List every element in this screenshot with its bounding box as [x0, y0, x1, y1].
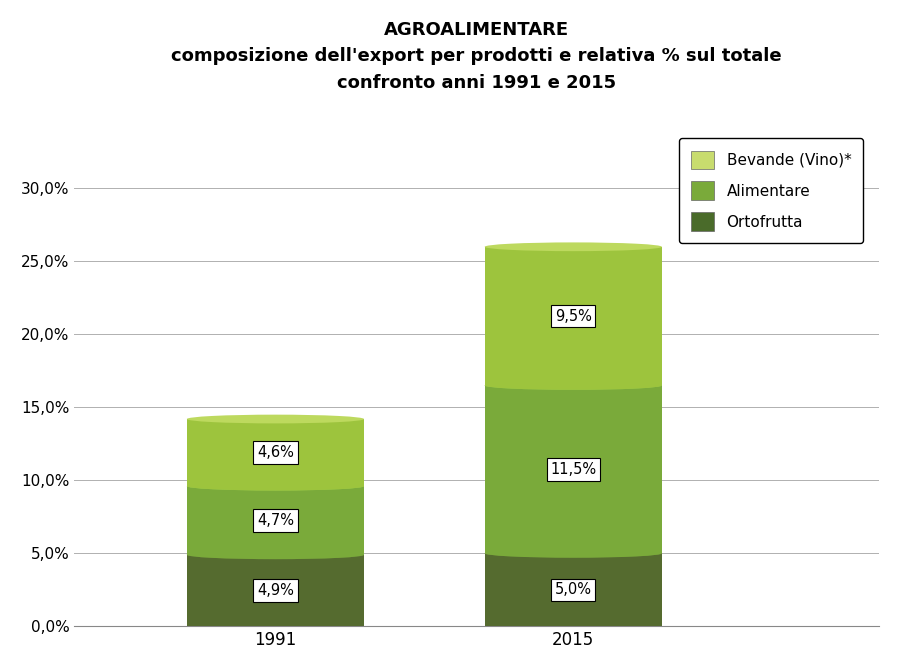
Bar — [485, 385, 662, 553]
Ellipse shape — [485, 549, 662, 557]
Text: 9,5%: 9,5% — [554, 309, 591, 324]
Ellipse shape — [485, 549, 662, 557]
Ellipse shape — [187, 622, 364, 630]
Ellipse shape — [187, 482, 364, 490]
Bar — [187, 555, 364, 626]
Ellipse shape — [485, 622, 662, 630]
Ellipse shape — [485, 243, 662, 251]
Bar — [187, 486, 364, 555]
Text: 4,7%: 4,7% — [256, 513, 294, 528]
Text: 4,6%: 4,6% — [257, 445, 294, 460]
Text: 5,0%: 5,0% — [554, 582, 592, 598]
Text: 11,5%: 11,5% — [550, 462, 597, 477]
Ellipse shape — [187, 550, 364, 559]
Ellipse shape — [187, 415, 364, 423]
Bar — [187, 419, 364, 486]
Title: AGROALIMENTARE
composizione dell'export per prodotti e relativa % sul totale
con: AGROALIMENTARE composizione dell'export … — [171, 21, 782, 92]
Text: 4,9%: 4,9% — [257, 583, 294, 598]
Bar — [485, 553, 662, 626]
Ellipse shape — [485, 381, 662, 390]
Bar — [485, 247, 662, 385]
Ellipse shape — [187, 550, 364, 559]
Ellipse shape — [187, 482, 364, 490]
Legend: Bevande (Vino)*, Alimentare, Ortofrutta: Bevande (Vino)*, Alimentare, Ortofrutta — [680, 139, 863, 243]
Ellipse shape — [485, 381, 662, 390]
